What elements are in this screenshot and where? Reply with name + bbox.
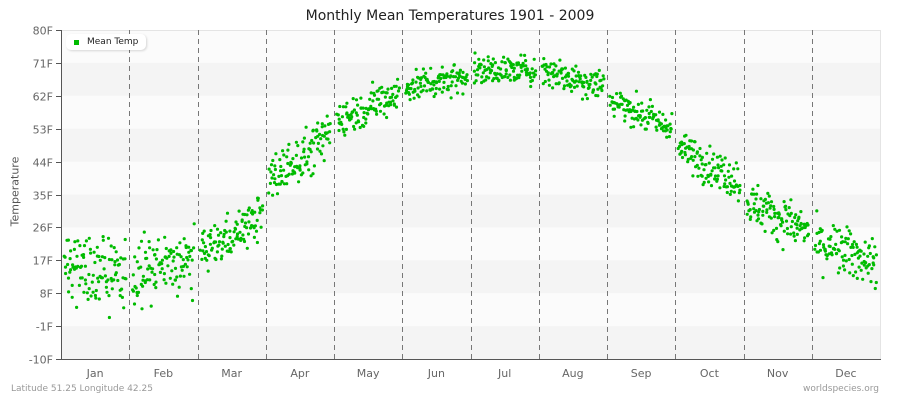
svg-text:53F: 53F [33,124,53,137]
svg-text:62F: 62F [33,91,53,104]
y-axis-ticks: -10F -1F 8F 17F 26F 35F 44F 53F 62F 71F 80F [29,25,61,367]
chart-title: Monthly Mean Temperatures 1901 - 2009 [305,8,595,24]
svg-text:17F: 17F [33,255,53,268]
svg-text:35F: 35F [33,190,53,203]
svg-text:Feb: Feb [154,367,173,380]
x-axis-ticks: Jan Feb Mar Apr May Jun Jul Aug Sep Oct Nov Dec [86,367,857,380]
background-bands [61,30,881,359]
svg-text:May: May [357,367,380,380]
svg-text:Jun: Jun [427,367,445,380]
svg-text:Oct: Oct [700,367,720,380]
legend: Mean Temp [66,34,147,50]
month-separators [129,30,813,359]
svg-text:26F: 26F [33,222,53,235]
legend-swatch-icon [74,39,79,45]
svg-text:Apr: Apr [290,367,310,380]
svg-text:71F: 71F [33,58,53,71]
data-points [62,51,879,320]
svg-text:Sep: Sep [631,367,652,380]
axes [61,30,881,360]
svg-text:Jul: Jul [497,367,511,380]
svg-text:Jan: Jan [86,367,104,380]
svg-text:-1F: -1F [36,321,53,334]
svg-text:Mar: Mar [221,367,242,380]
location-caption: Latitude 51.25 Longitude 42.25 [11,384,153,394]
legend-label: Mean Temp [87,37,139,47]
svg-text:80F: 80F [33,25,53,38]
svg-text:Aug: Aug [562,367,583,380]
svg-text:8F: 8F [40,288,53,301]
svg-text:44F: 44F [33,157,53,170]
svg-text:Nov: Nov [767,367,789,380]
svg-text:-10F: -10F [29,354,53,367]
svg-text:Dec: Dec [835,367,856,380]
source-credit: worldspecies.org [802,384,879,394]
